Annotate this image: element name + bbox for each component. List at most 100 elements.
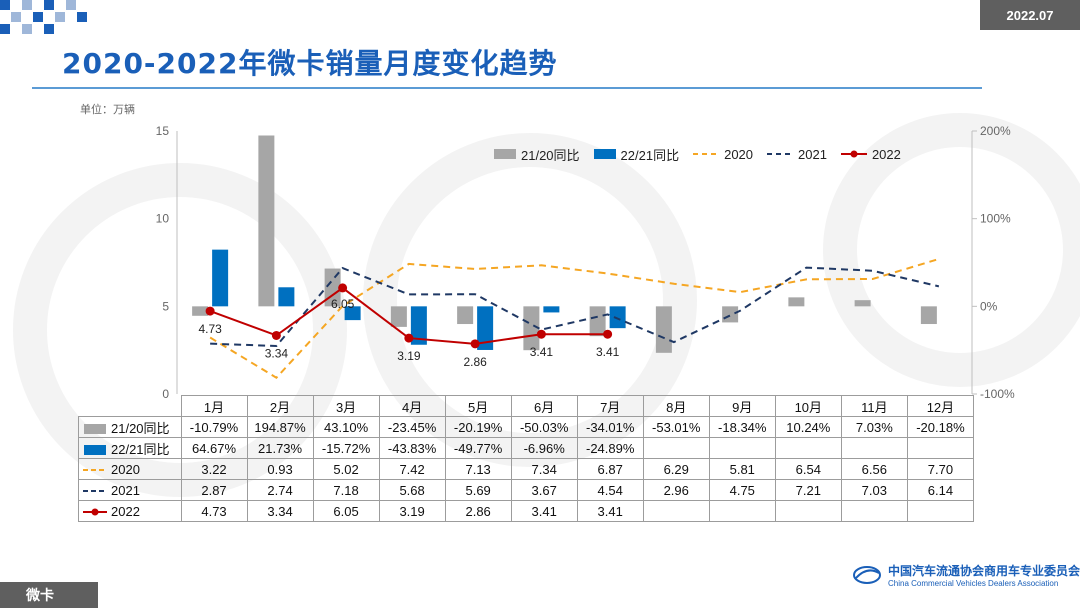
table-row-header: 21/20同比: [78, 416, 182, 438]
org-name-en: China Commercial Vehicles Dealers Associ…: [888, 579, 1059, 588]
table-cell: 4.75: [708, 479, 776, 501]
bar-yoy-21-20: [390, 306, 407, 327]
table-cell: -23.45%: [378, 416, 446, 438]
legend-swatch-dashed-navy: [767, 153, 794, 155]
table-cell: -53.01%: [642, 416, 710, 438]
table-row: 2021 2.87 2.74 7.18 5.68 5.69 3.67 4.54 2.96 4.75…: [78, 479, 975, 501]
table-row: 2022 4.73 3.34 6.05 3.19 2.86 3.41 3.41: [78, 500, 975, 522]
table-cell: 3.67: [510, 479, 578, 501]
table-cell: -24.89%: [576, 437, 644, 459]
table-cell: [906, 437, 975, 459]
table-cell: 3.34: [246, 500, 314, 522]
table-cell: 7.21: [774, 479, 842, 501]
bar-yoy-22-21: [212, 249, 229, 307]
page-title: 2020-2022年微卡销量月度变化趋势: [62, 47, 558, 80]
y-right-tick-label: 200%: [980, 124, 1011, 138]
y-left-tick-label: 10: [156, 212, 170, 226]
data-label-2022: 4.73: [198, 322, 222, 336]
table-cell: 5.69: [444, 479, 512, 501]
data-label-2022: 6.05: [331, 297, 355, 311]
legend-swatch-red-marker-line: [840, 150, 867, 158]
legend-item-2022: 2022: [840, 146, 901, 162]
table-header-cell: 8月: [642, 395, 710, 417]
legend-label: 2021: [798, 146, 827, 162]
table-cell: 2.74: [246, 479, 314, 501]
table-cell: 21.73%: [246, 437, 314, 459]
table-row-label: 22/21同比: [111, 441, 170, 457]
y-left-tick-label: 15: [156, 124, 170, 138]
bar-yoy-21-20: [722, 306, 739, 323]
bar-yoy-21-20: [523, 306, 540, 351]
table-cell: 0.93: [246, 458, 314, 480]
table-header-cell: 9月: [708, 395, 776, 417]
bar-yoy-22-21: [344, 306, 361, 321]
legend-swatch-gray-bar: [494, 149, 516, 159]
table-cell: -15.72%: [312, 437, 380, 459]
y-right-tick-label: -100%: [980, 387, 1015, 401]
table-cell: 5.68: [378, 479, 446, 501]
bar-yoy-22-21: [410, 306, 427, 345]
table-cell: 7.18: [312, 479, 380, 501]
footer-section-tab: 微卡: [0, 582, 98, 608]
table-cell: 5.02: [312, 458, 380, 480]
data-label-2022: 3.41: [596, 345, 620, 359]
table-header-cell: 11月: [840, 395, 908, 417]
marker-2022: [271, 330, 281, 340]
table-cell: 7.42: [378, 458, 446, 480]
bar-yoy-22-21: [609, 306, 626, 329]
corner-decoration: [0, 0, 87, 34]
table-row-header: 22/21同比: [78, 437, 182, 459]
y-left-tick-label: 0: [162, 387, 169, 401]
data-label-2022: 3.41: [530, 345, 554, 359]
row-swatch-blue-bar: [84, 445, 106, 456]
table-cell: 3.41: [510, 500, 578, 522]
table-cell: -20.18%: [906, 416, 975, 438]
bar-yoy-21-20: [258, 135, 275, 307]
table-cell: 7.03: [840, 479, 908, 501]
table-cell: [708, 437, 776, 459]
table-cell: 6.54: [774, 458, 842, 480]
table-row: 21/20同比 -10.79% 194.87% 43.10% -23.45% -20.19…: [78, 416, 975, 438]
table-row-header: 2022: [78, 500, 182, 522]
table-row-header: 2020: [78, 458, 182, 480]
bar-yoy-21-20: [788, 297, 805, 307]
y-right-tick-label: 0%: [980, 299, 998, 313]
table-cell: [840, 437, 908, 459]
legend-item-yoy-22-21: 22/21同比: [593, 145, 680, 164]
bar-yoy-21-20: [854, 300, 871, 307]
table-cell: -49.77%: [444, 437, 512, 459]
legend-swatch-dashed-orange: [693, 153, 720, 155]
org-name-cn: 中国汽车流通协会商用车专业委员会: [888, 564, 1080, 578]
table-cell: 10.24%: [774, 416, 842, 438]
marker-2022: [603, 329, 613, 339]
bar-yoy-21-20: [192, 306, 209, 316]
table-cell: -18.34%: [708, 416, 776, 438]
table-cell: 6.05: [312, 500, 380, 522]
table-header-cell: 6月: [510, 395, 578, 417]
marker-2022: [404, 333, 414, 343]
bar-yoy-22-21: [278, 287, 295, 307]
table-cell: [840, 500, 908, 522]
legend-swatch-blue-bar: [593, 149, 616, 159]
legend-label: 2022: [871, 146, 901, 162]
table-header-row: 1月 2月 3月 4月 5月 6月 7月 8月 9月 10月 11月 12月: [78, 395, 975, 417]
legend-label: 22/21同比: [620, 147, 680, 163]
table-cell: [708, 500, 776, 522]
table-cell: [774, 437, 842, 459]
table-cell: 4.54: [576, 479, 644, 501]
table-cell: -20.19%: [444, 416, 512, 438]
table-cell: 3.22: [180, 458, 248, 480]
table-cell: 2.86: [444, 500, 512, 522]
legend-label: 21/20同比: [521, 147, 580, 163]
table-cell: [642, 437, 710, 459]
table-cell: 7.70: [906, 458, 975, 480]
marker-2022: [205, 306, 215, 316]
line-2020: [209, 258, 940, 379]
cvda-logo-icon: [853, 566, 881, 584]
y-right-tick-label: 100%: [980, 212, 1011, 226]
data-table: 1月 2月 3月 4月 5月 6月 7月 8月 9月 10月 11月 12月 21/20同比 -10.79…: [78, 395, 975, 522]
table-cell: 6.56: [840, 458, 908, 480]
row-swatch-red-marker-line: [83, 508, 107, 516]
table-row: 2020 3.22 0.93 5.02 7.42 7.13 7.34 6.87 6.29 5.81…: [78, 458, 975, 480]
table-header-cell: 3月: [312, 395, 380, 417]
